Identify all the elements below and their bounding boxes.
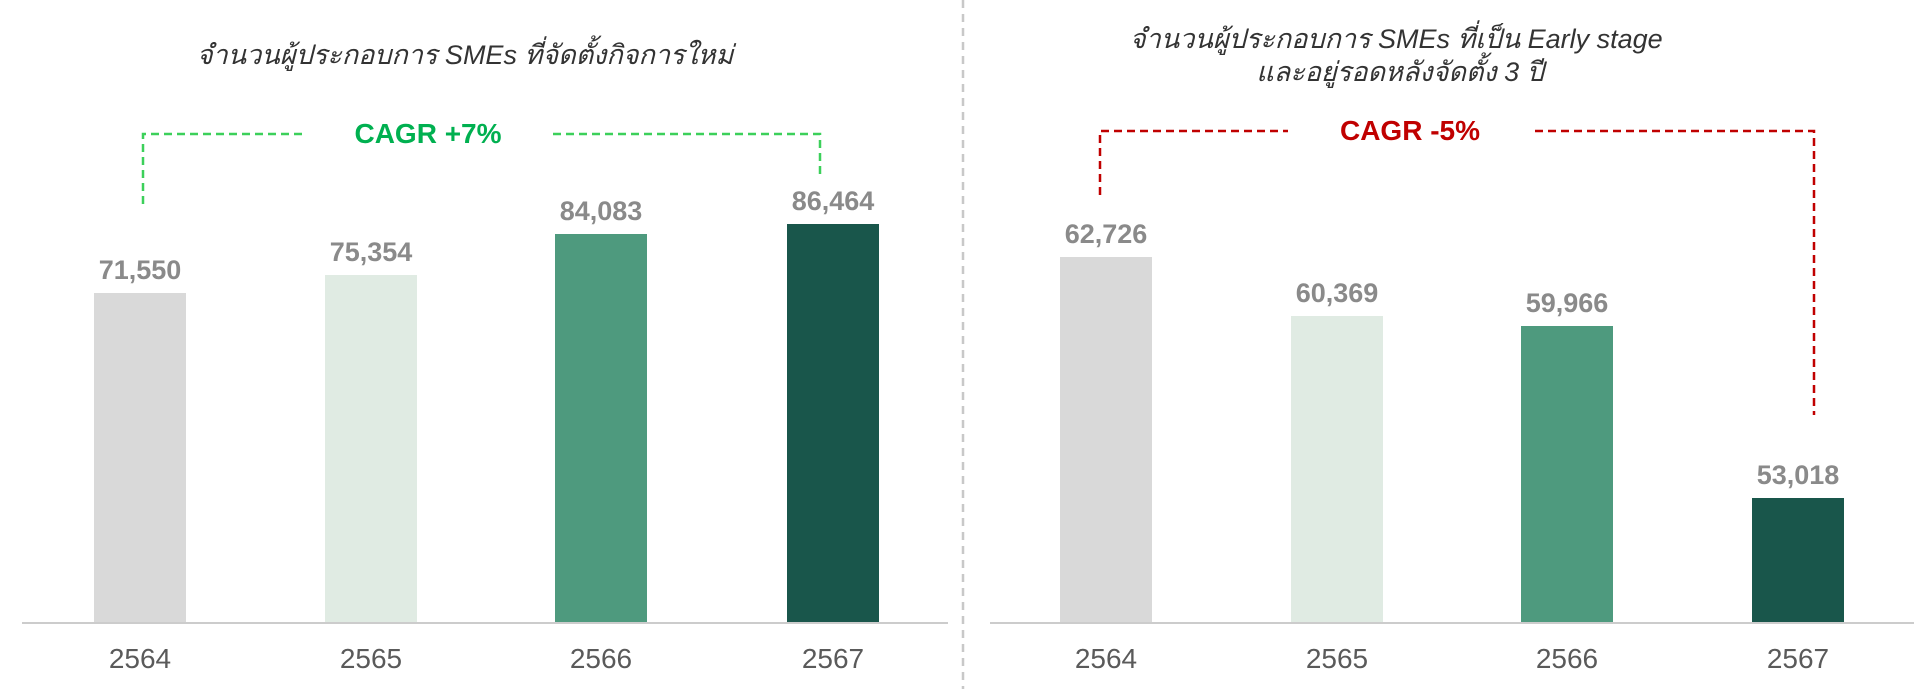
cagr-annotation: CAGR +7%: [141, 118, 822, 204]
value-label-2566: 84,083: [560, 196, 643, 226]
value-label-2567: 53,018: [1757, 460, 1840, 490]
bar-2566: [1521, 326, 1613, 623]
x-tick-2566: 2566: [570, 643, 632, 674]
chart-title: จำนวนผู้ประกอบการ SMEs ที่จัดตั้งกิจการใ…: [197, 35, 738, 72]
x-tick-group: 2564 2565 2566 2567: [1075, 643, 1829, 674]
bar-2565: [1291, 316, 1383, 623]
chart-early-stage-smes: จำนวนผู้ประกอบการ SMEs ที่เป็น Early sta…: [990, 20, 1914, 674]
x-tick-2564: 2564: [109, 643, 171, 674]
chart-title-line-2: และอยู่รอดหลังจัดตั้ง 3 ปี: [1256, 52, 1547, 89]
cagr-bracket-left: [141, 132, 305, 204]
bar-2567: [1752, 498, 1844, 623]
cagr-bracket-left: [1098, 129, 1288, 195]
x-tick-2565: 2565: [340, 643, 402, 674]
bar-2566: [555, 234, 647, 623]
cagr-label: CAGR +7%: [354, 118, 501, 149]
chart-new-smes: จำนวนผู้ประกอบการ SMEs ที่จัดตั้งกิจการใ…: [22, 35, 948, 674]
x-tick-group: 2564 2565 2566 2567: [109, 643, 864, 674]
value-label-group: 71,550 75,354 84,083 86,464: [99, 186, 875, 285]
value-label-2565: 75,354: [330, 237, 413, 267]
value-label-group: 62,726 60,369 59,966 53,018: [1065, 219, 1840, 490]
bar-group: [94, 224, 879, 623]
cagr-annotation: CAGR -5%: [1098, 115, 1816, 415]
cagr-bracket-right: [1535, 129, 1816, 415]
value-label-2566: 59,966: [1526, 288, 1609, 318]
x-tick-2565: 2565: [1306, 643, 1368, 674]
bar-2565: [325, 275, 417, 623]
value-label-2564: 71,550: [99, 255, 182, 285]
value-label-2567: 86,464: [792, 186, 875, 216]
cagr-bracket-right: [553, 132, 822, 176]
chart-title: จำนวนผู้ประกอบการ SMEs ที่เป็น Early sta…: [1130, 20, 1670, 89]
x-tick-2567: 2567: [802, 643, 864, 674]
value-label-2565: 60,369: [1296, 278, 1379, 308]
bar-2567: [787, 224, 879, 623]
bar-2564: [94, 293, 186, 623]
bar-2564: [1060, 257, 1152, 623]
chart-title-line-1: จำนวนผู้ประกอบการ SMEs ที่เป็น Early sta…: [1130, 20, 1663, 56]
x-tick-2566: 2566: [1536, 643, 1598, 674]
x-tick-2567: 2567: [1767, 643, 1829, 674]
value-label-2564: 62,726: [1065, 219, 1148, 249]
cagr-label: CAGR -5%: [1340, 115, 1480, 146]
bar-group: [1060, 257, 1844, 623]
x-tick-2564: 2564: [1075, 643, 1137, 674]
